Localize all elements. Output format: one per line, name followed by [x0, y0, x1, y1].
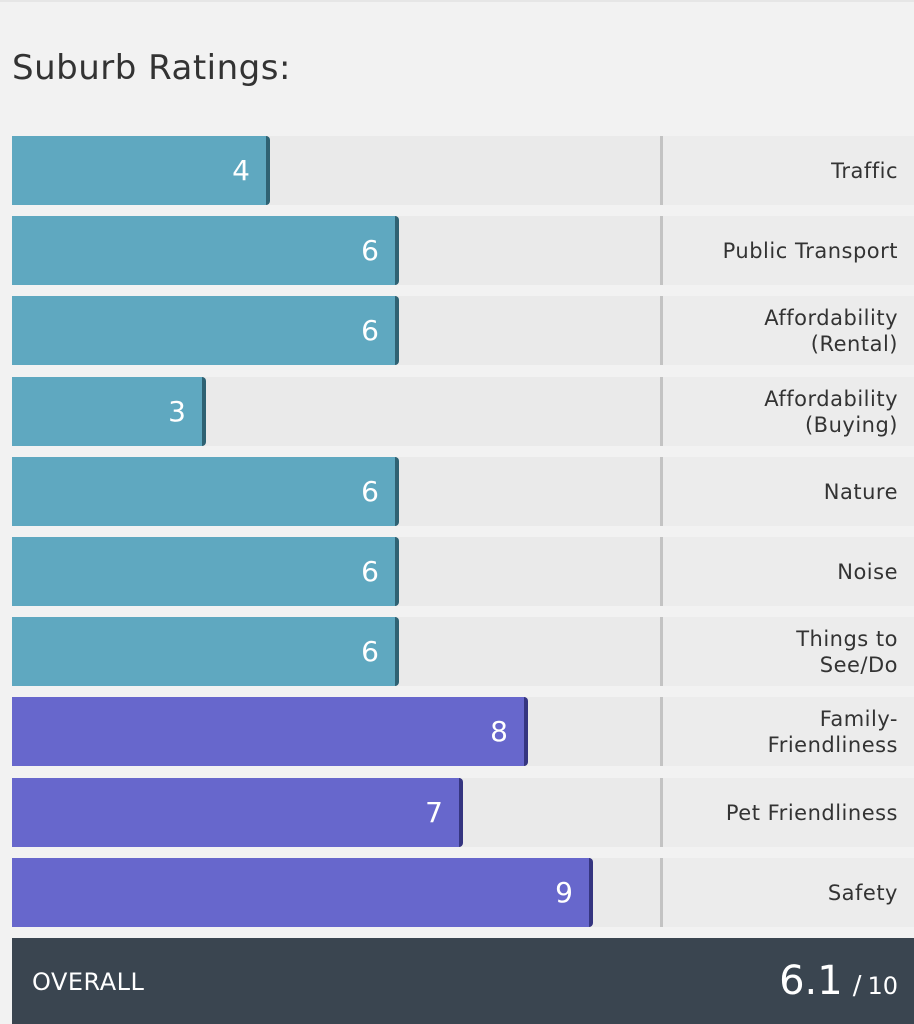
overall-score: 6.1 /10 — [779, 958, 898, 1004]
bar-value-label: 6 — [361, 314, 379, 347]
category-label-cell: Noise — [663, 537, 914, 606]
rating-row: 6 Public Transport — [12, 216, 914, 285]
rating-row: 4 Traffic — [12, 136, 914, 205]
bar-value-label: 4 — [232, 154, 250, 187]
rating-bar — [12, 457, 399, 526]
row-divider — [660, 858, 663, 927]
rating-row: 9 Safety — [12, 858, 914, 927]
category-label: Affordability (Rental) — [764, 305, 898, 356]
category-label-cell: Public Transport — [663, 216, 914, 285]
category-label: Public Transport — [722, 238, 898, 263]
rating-bar — [12, 697, 528, 766]
row-divider — [660, 778, 663, 847]
category-label-cell: Affordability (Rental) — [663, 296, 914, 365]
row-divider — [660, 296, 663, 365]
bar-value-label: 6 — [361, 635, 379, 668]
category-label: Noise — [837, 559, 898, 584]
category-label: Nature — [823, 479, 898, 504]
rating-bar — [12, 136, 270, 205]
overall-value: 6.1 — [779, 958, 843, 1004]
rating-row: 3 Affordability (Buying) — [12, 377, 914, 446]
category-label: Safety — [827, 880, 898, 905]
row-divider — [660, 537, 663, 606]
bar-value-label: 9 — [555, 876, 573, 909]
rating-bar — [12, 858, 593, 927]
category-label: Affordability (Buying) — [764, 386, 898, 437]
category-label: Pet Friendliness — [725, 800, 898, 825]
category-label-cell: Affordability (Buying) — [663, 377, 914, 446]
category-label-cell: Safety — [663, 858, 914, 927]
overall-label: OVERALL — [32, 968, 145, 996]
row-divider — [660, 216, 663, 285]
rating-row: 6 Things to See/Do — [12, 617, 914, 686]
rating-bar — [12, 617, 399, 686]
rating-row: 6 Noise — [12, 537, 914, 606]
row-divider — [660, 457, 663, 526]
row-divider — [660, 136, 663, 205]
category-label-cell: Traffic — [663, 136, 914, 205]
rating-bar — [12, 778, 463, 847]
row-divider — [660, 377, 663, 446]
category-label-cell: Family- Friendliness — [663, 697, 914, 766]
bar-value-label: 6 — [361, 234, 379, 267]
row-divider — [660, 617, 663, 686]
rating-row: 6 Nature — [12, 457, 914, 526]
rating-bar — [12, 537, 399, 606]
row-divider — [660, 697, 663, 766]
overall-separator: / — [852, 971, 862, 1001]
chart-title: Suburb Ratings: — [12, 48, 291, 88]
category-label-cell: Pet Friendliness — [663, 778, 914, 847]
category-label: Things to See/Do — [796, 626, 898, 677]
category-label: Family- Friendliness — [767, 706, 898, 757]
bar-value-label: 7 — [425, 796, 443, 829]
top-divider — [0, 0, 914, 2]
ratings-chart: 4 Traffic 6 Public Transport 6 Affordability … — [12, 136, 914, 927]
category-label-cell: Things to See/Do — [663, 617, 914, 686]
rating-bar — [12, 216, 399, 285]
bar-value-label: 3 — [168, 395, 186, 428]
bar-value-label: 6 — [361, 475, 379, 508]
rating-bar — [12, 377, 206, 446]
rating-bar — [12, 296, 399, 365]
overall-rating-bar: OVERALL 6.1 /10 — [12, 938, 914, 1024]
rating-row: 8 Family- Friendliness — [12, 697, 914, 766]
bar-value-label: 6 — [361, 555, 379, 588]
rating-row: 6 Affordability (Rental) — [12, 296, 914, 365]
overall-max: 10 — [867, 972, 898, 1000]
category-label-cell: Nature — [663, 457, 914, 526]
rating-row: 7 Pet Friendliness — [12, 778, 914, 847]
category-label: Traffic — [831, 158, 898, 183]
bar-value-label: 8 — [490, 715, 508, 748]
